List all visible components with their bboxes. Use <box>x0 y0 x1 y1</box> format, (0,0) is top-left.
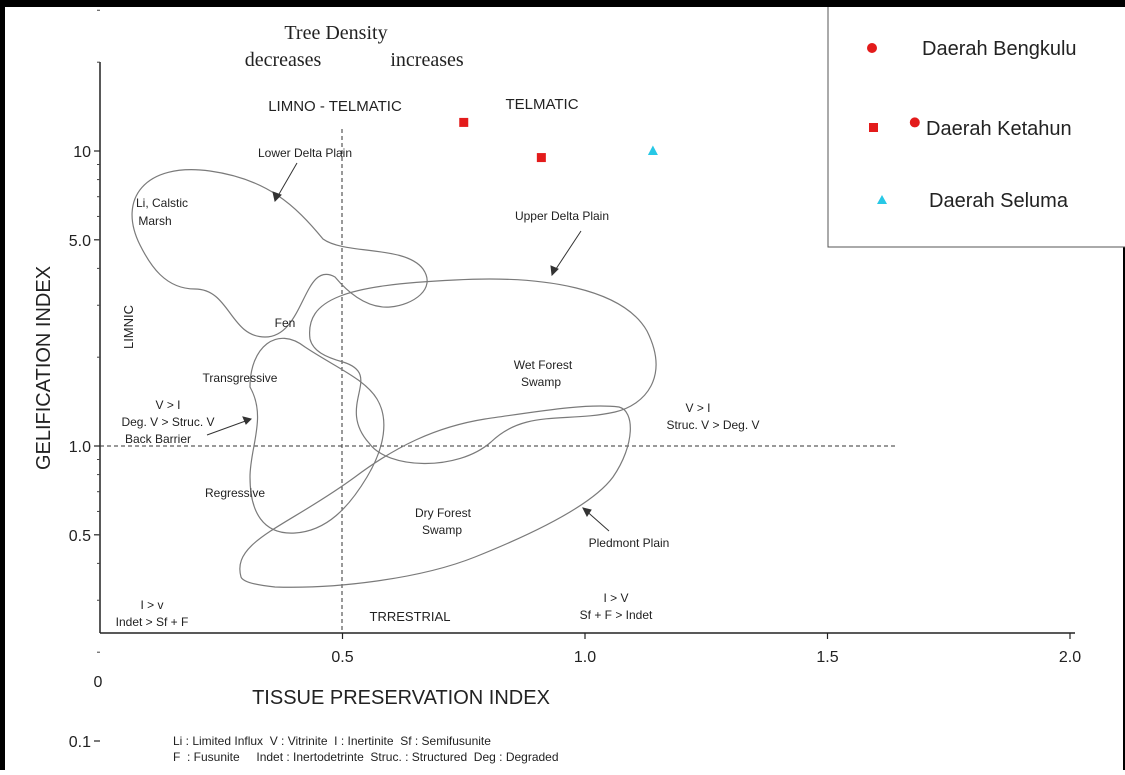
legend-marker-seluma <box>877 195 887 204</box>
label-upper-right-rule-1: V > I <box>685 401 710 415</box>
label-terrestrial: TRRESTRIAL <box>370 609 451 624</box>
label-wet-swamp: Swamp <box>521 375 561 389</box>
y-axis-ticks: 0.10.51.05.01050100 <box>69 9 100 751</box>
data-point-daerah-bengkulu-0 <box>909 117 920 128</box>
y-tick-label-0: 0.1 <box>69 734 91 751</box>
label-lower-left-rule-2: Indet > Sf + F <box>116 615 189 629</box>
arrow-head-lower-delta-plain <box>272 191 282 202</box>
x-tick-label-2: 1.5 <box>816 649 838 666</box>
legend-label-ketahun: Daerah Ketahun <box>926 118 1072 140</box>
tree-density-increases: increases <box>390 49 464 71</box>
leader-arrows <box>206 162 610 532</box>
data-point-daerah-ketahun-0 <box>459 117 469 127</box>
envelopes <box>131 169 657 588</box>
legend-label-bengkulu: Daerah Bengkulu <box>922 38 1077 60</box>
label-lower-delta-plain: Lower Delta Plain <box>258 146 352 160</box>
label-wet-forest: Wet Forest <box>514 358 573 372</box>
y-axis-title: GELIFICATION INDEX <box>33 266 55 470</box>
label-lower-right-rule-2: Sf + F > Indet <box>580 608 653 622</box>
label-back-barrier: Back Barrier <box>125 432 191 446</box>
legend: Daerah Bengkulu Daerah Ketahun Daerah Se… <box>827 2 1125 248</box>
legend-marker-bengkulu <box>867 43 877 53</box>
zone-labels: LIMNO - TELMATIC TELMATIC LIMNIC TRRESTR… <box>116 96 760 629</box>
data-points <box>459 117 920 163</box>
label-limno-telmatic: LIMNO - TELMATIC <box>268 98 402 115</box>
arrow-head-back-barrier <box>242 416 252 425</box>
label-fen: Fen <box>275 316 296 330</box>
label-lower-right-rule-1: I > V <box>603 591 628 605</box>
x-tick-label-1: 1.0 <box>574 649 596 666</box>
chart-canvas: Daerah Bengkulu Daerah Ketahun Daerah Se… <box>33 2 1125 764</box>
envelope-transgressive-regressive <box>249 337 385 534</box>
label-upper-left-rule-2: Deg. V > Struc. V <box>121 415 214 429</box>
arrow-back-barrier <box>206 418 252 436</box>
label-upper-delta-plain: Upper Delta Plain <box>515 209 609 223</box>
footnote-line-2: F : Fusunite Indet : Inertodetrinte Stru… <box>173 750 559 764</box>
arrow-head-piedmont-plain <box>582 507 592 517</box>
tree-density-title: Tree Density <box>284 22 387 44</box>
arrow-upper-delta-plain <box>551 230 582 276</box>
label-piedmont-plain: Pledmont Plain <box>589 536 670 550</box>
legend-label-seluma: Daerah Seluma <box>929 190 1069 212</box>
data-point-daerah-seluma-0 <box>647 145 658 155</box>
label-transgressive: Transgressive <box>203 371 278 385</box>
y-tick-label-3: 5.0 <box>69 233 91 250</box>
label-regressive: Regressive <box>205 486 265 500</box>
data-point-daerah-ketahun-1 <box>536 153 546 163</box>
y-tick-label-1: 0.5 <box>69 528 91 545</box>
arrow-head-upper-delta-plain <box>550 265 559 277</box>
label-marsh: Marsh <box>138 214 171 228</box>
axes: 0.51.01.52.02.53.03.54.0 0.10.51.05.0105… <box>33 9 1081 751</box>
x-origin-label: 0 <box>94 674 103 691</box>
tree-density-decreases: decreases <box>245 49 322 71</box>
envelope-upper-delta-plain <box>309 278 657 465</box>
envelope-dry-forest-swamp <box>239 405 631 588</box>
label-lower-left-rule-1: I > v <box>140 598 163 612</box>
label-upper-left-rule-1: V > I <box>155 398 180 412</box>
label-limnic: LIMNIC <box>121 305 136 349</box>
x-axis-ticks: 0.51.01.52.02.53.03.54.0 <box>331 633 1081 666</box>
y-tick-label-2: 1.0 <box>69 439 91 456</box>
label-telmatic: TELMATIC <box>505 96 578 113</box>
label-dry-swamp: Swamp <box>422 523 462 537</box>
x-tick-label-3: 2.0 <box>1059 649 1081 666</box>
y-tick-label-4: 10 <box>73 144 91 161</box>
legend-marker-ketahun <box>869 123 878 132</box>
label-upper-right-rule-2: Struc. V > Deg. V <box>666 418 759 432</box>
envelope-lower-delta-plain <box>131 169 428 338</box>
footnote-line-1: Li : Limited Influx V : Vitrinite I : In… <box>173 734 491 748</box>
label-dry-forest: Dry Forest <box>415 506 472 520</box>
x-tick-label-0: 0.5 <box>331 649 353 666</box>
label-li-calstic: Li, Calstic <box>136 196 188 210</box>
x-axis-title: TISSUE PRESERVATION INDEX <box>252 687 550 709</box>
